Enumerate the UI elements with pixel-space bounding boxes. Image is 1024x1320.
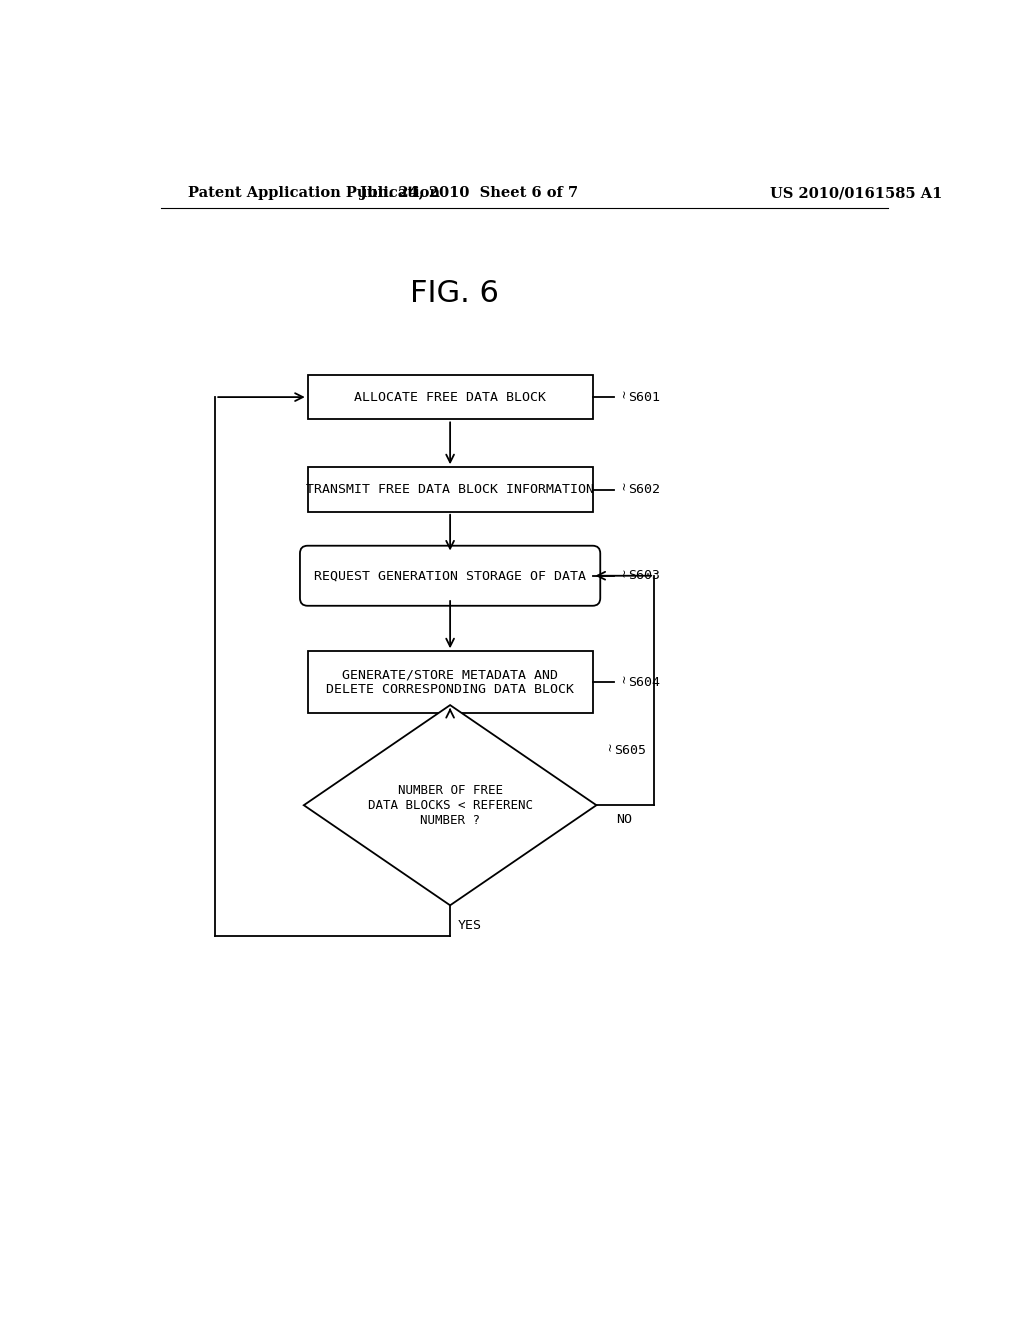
Text: US 2010/0161585 A1: US 2010/0161585 A1 <box>770 186 942 201</box>
Text: YES: YES <box>458 919 482 932</box>
Bar <box>307 467 593 512</box>
Text: FIG. 6: FIG. 6 <box>410 279 499 308</box>
Text: ~: ~ <box>615 389 629 399</box>
Text: Jun. 24, 2010  Sheet 6 of 7: Jun. 24, 2010 Sheet 6 of 7 <box>360 186 579 201</box>
Text: Patent Application Publication: Patent Application Publication <box>188 186 440 201</box>
Text: REQUEST GENERATION STORAGE OF DATA: REQUEST GENERATION STORAGE OF DATA <box>314 569 586 582</box>
Text: S603: S603 <box>628 569 660 582</box>
Text: ~: ~ <box>602 743 614 751</box>
Text: NO: NO <box>615 813 632 825</box>
Text: GENERATE/STORE METADATA AND
DELETE CORRESPONDING DATA BLOCK: GENERATE/STORE METADATA AND DELETE CORRE… <box>326 668 574 696</box>
Bar <box>307 651 593 713</box>
Text: S601: S601 <box>628 391 660 404</box>
FancyBboxPatch shape <box>300 545 600 606</box>
Text: S602: S602 <box>628 483 660 496</box>
Text: TRANSMIT FREE DATA BLOCK INFORMATION: TRANSMIT FREE DATA BLOCK INFORMATION <box>306 483 594 496</box>
Text: S604: S604 <box>628 676 660 689</box>
Bar <box>307 375 593 420</box>
Text: ~: ~ <box>615 482 629 491</box>
Text: ALLOCATE FREE DATA BLOCK: ALLOCATE FREE DATA BLOCK <box>354 391 546 404</box>
Polygon shape <box>304 705 596 906</box>
Text: S605: S605 <box>614 743 646 756</box>
Text: ~: ~ <box>615 675 629 682</box>
Text: ~: ~ <box>615 569 629 577</box>
Text: NUMBER OF FREE
DATA BLOCKS < REFERENC
NUMBER ?: NUMBER OF FREE DATA BLOCKS < REFERENC NU… <box>368 784 532 826</box>
